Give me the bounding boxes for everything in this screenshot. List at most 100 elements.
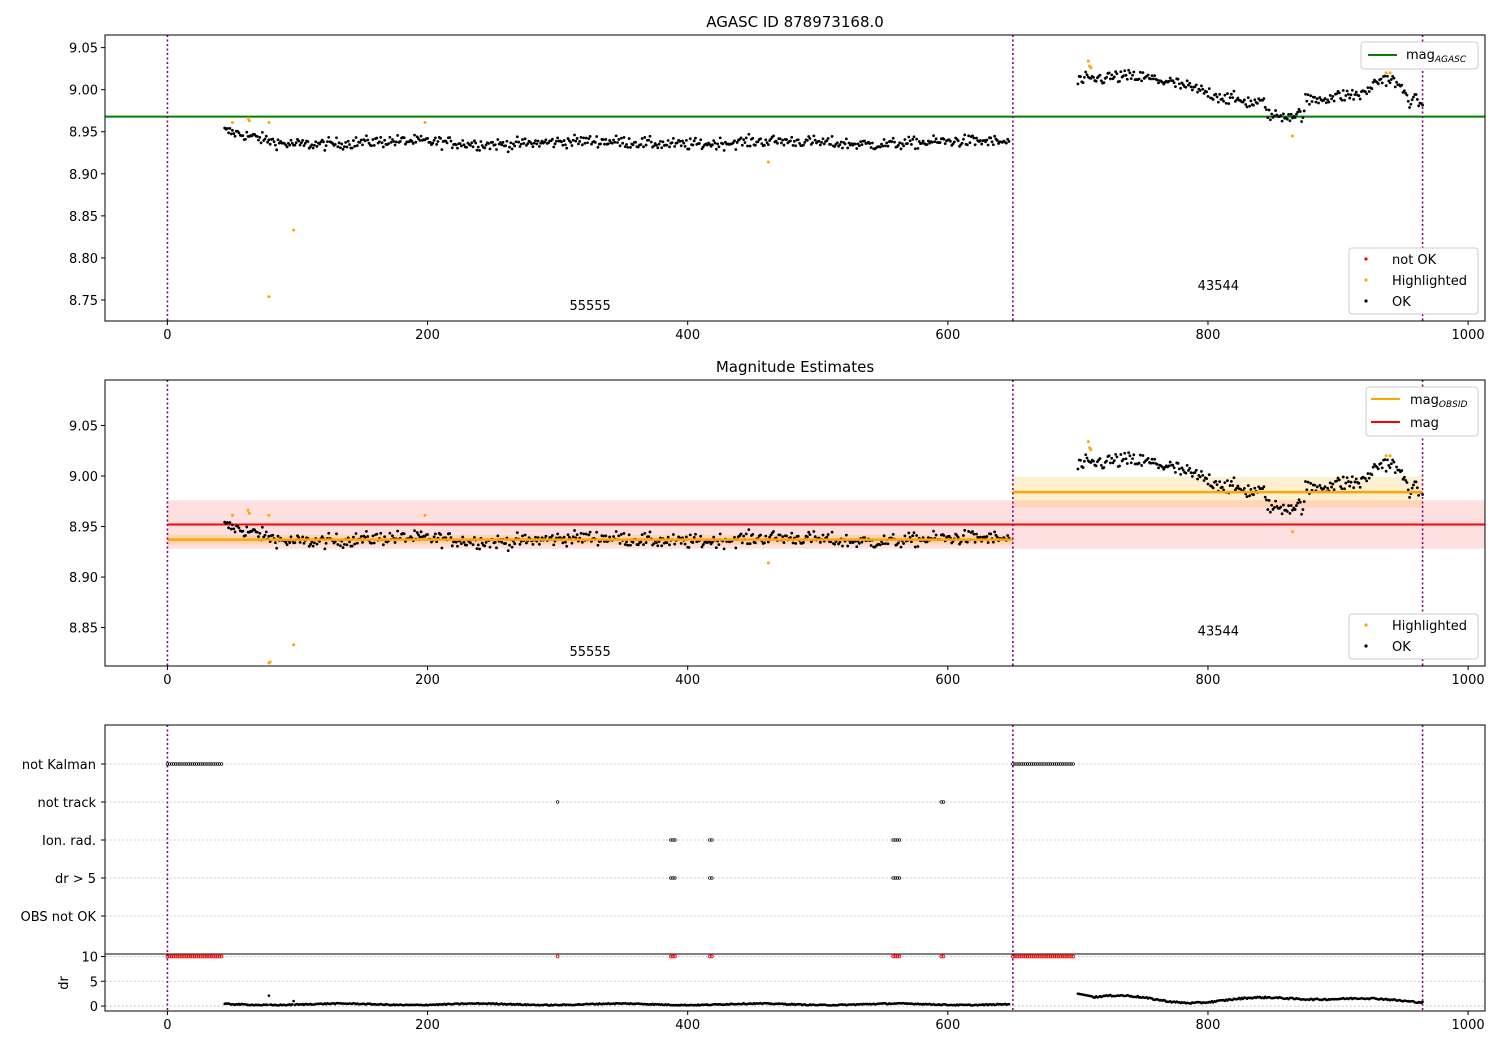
flag-point — [555, 800, 560, 804]
ok-point — [574, 139, 578, 143]
ok-point — [583, 141, 587, 145]
ok-point — [344, 141, 348, 144]
ok-point — [644, 143, 648, 147]
ok-point — [912, 135, 916, 139]
ok-point — [318, 142, 322, 146]
ok-point — [785, 534, 788, 538]
flag-point — [1038, 762, 1042, 766]
ok-point — [1274, 499, 1277, 503]
ok-point — [694, 136, 697, 140]
flag-point — [895, 838, 900, 842]
dr-capped-point — [1031, 954, 1036, 959]
ok-point — [258, 531, 262, 535]
panel1-frame — [104, 34, 1486, 322]
ok-point — [393, 541, 397, 544]
ok-point — [717, 145, 721, 149]
ok-point — [231, 128, 234, 132]
flag-point — [207, 762, 211, 766]
ok-point — [1380, 81, 1384, 85]
ok-point — [748, 144, 752, 148]
ok-point — [483, 544, 487, 548]
ok-point — [734, 148, 738, 151]
ok-point — [1089, 461, 1093, 464]
flag-point — [897, 838, 902, 842]
ok-point — [1337, 91, 1341, 95]
ok-point — [345, 543, 349, 547]
ok-point — [1339, 485, 1343, 488]
ok-point — [701, 543, 705, 547]
ok-point — [989, 136, 993, 140]
panel1-ticks: 8.75 8.80 8.85 8.90 8.95 9.00 9.05 0 200 400 600 80… — [69, 42, 1485, 343]
ok-point — [965, 143, 969, 147]
ok-point — [692, 536, 696, 539]
ok-point — [504, 144, 508, 148]
ok-point — [1270, 503, 1274, 507]
y-tick-label: 8.85 — [69, 622, 98, 637]
ok-point — [323, 148, 327, 152]
ok-point — [245, 525, 249, 529]
ok-point — [448, 532, 452, 535]
ok-point — [1404, 478, 1408, 482]
ok-point — [995, 139, 999, 142]
flag-point — [1069, 762, 1073, 766]
ok-point — [579, 135, 583, 139]
ok-point — [379, 135, 383, 139]
ok-point — [882, 138, 886, 141]
ok-point — [1327, 100, 1331, 104]
ok-point — [341, 147, 345, 151]
ok-point — [1348, 484, 1352, 488]
ok-point — [389, 141, 393, 144]
ok-point — [493, 540, 497, 544]
ok-point — [642, 145, 645, 149]
dr-capped-point — [1015, 954, 1019, 959]
ok-point — [484, 143, 488, 147]
ok-point — [440, 546, 444, 550]
flag-point — [1027, 762, 1032, 766]
ok-point — [350, 544, 354, 548]
dr-capped-point — [1038, 954, 1042, 959]
ok-point — [445, 141, 449, 145]
ok-point — [631, 540, 635, 544]
ok-point — [1365, 479, 1369, 483]
y-tick-label: 9.00 — [69, 470, 98, 485]
ok-point — [1084, 453, 1088, 457]
ok-point — [440, 148, 444, 151]
dr-capped-point — [1069, 954, 1073, 959]
ok-point — [1162, 467, 1166, 471]
ok-point — [562, 535, 566, 539]
ok-point — [1132, 70, 1136, 74]
ok-point — [1190, 88, 1194, 92]
flag-point — [941, 800, 946, 804]
ok-point — [1227, 102, 1231, 106]
ok-point — [322, 140, 325, 144]
ok-point — [387, 142, 390, 146]
ok-point — [666, 139, 670, 142]
ok-point — [1149, 461, 1153, 465]
flag-point — [1065, 762, 1069, 766]
ok-point — [960, 141, 964, 145]
ok-point — [1344, 481, 1348, 485]
ok-point — [878, 145, 882, 149]
ok-point — [419, 530, 423, 534]
ok-point — [1380, 466, 1384, 470]
ok-point — [496, 138, 500, 141]
ok-point — [1085, 456, 1089, 460]
ok-point — [665, 541, 669, 545]
ok-point — [971, 134, 974, 138]
ok-point — [1220, 485, 1224, 489]
ok-point — [413, 529, 416, 533]
ok-point — [1310, 100, 1314, 103]
flag-point — [213, 762, 217, 766]
ok-point — [1110, 73, 1114, 77]
dr-capped-point — [1048, 954, 1053, 959]
ok-point — [618, 144, 622, 148]
ok-point — [514, 140, 518, 144]
ok-point — [1094, 464, 1098, 468]
ok-point — [461, 535, 465, 539]
ok-point — [1141, 71, 1145, 75]
x-tick-label: 400 — [675, 328, 700, 343]
ok-point — [587, 137, 591, 141]
ok-point — [1328, 481, 1332, 485]
dr-capped-point — [182, 954, 186, 959]
legend-highlighted-label: Highlighted — [1392, 274, 1467, 289]
